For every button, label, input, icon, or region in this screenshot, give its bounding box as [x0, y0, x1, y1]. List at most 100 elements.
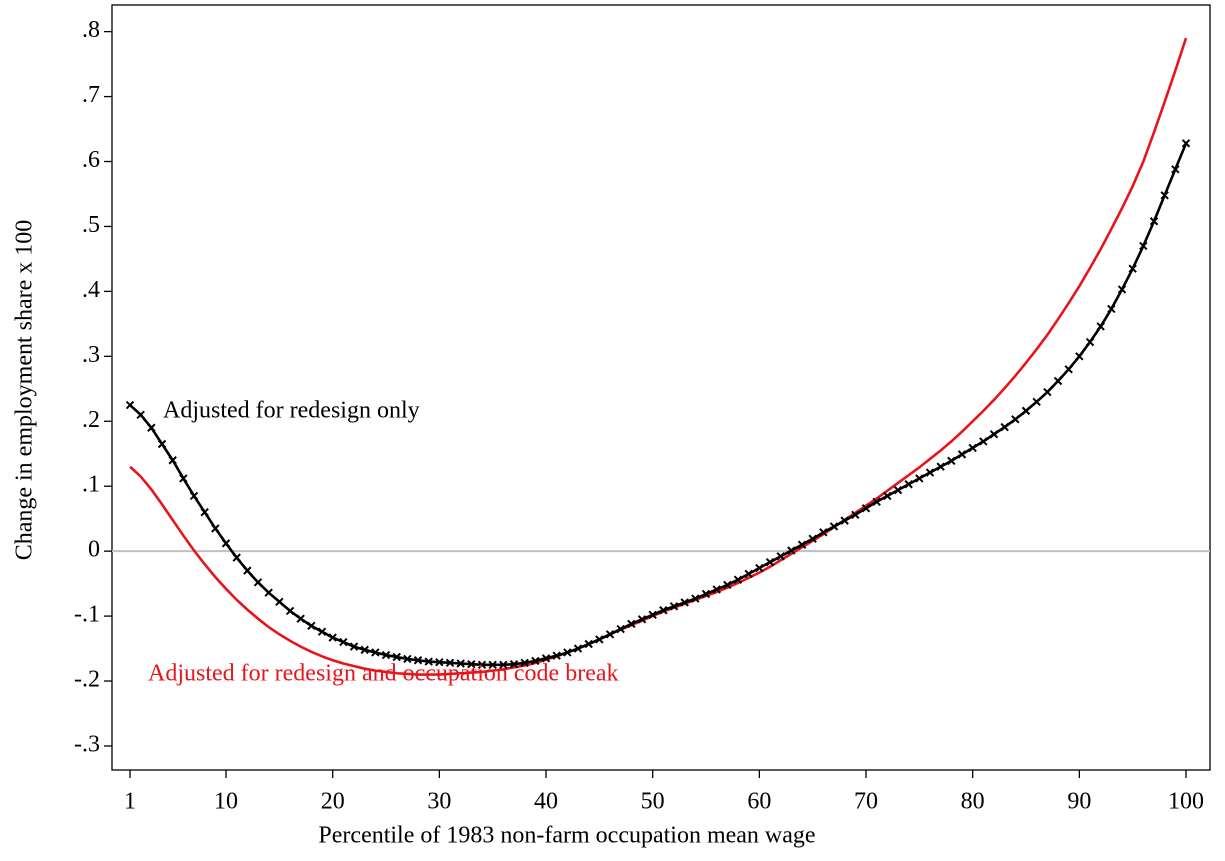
point-marker [1043, 387, 1052, 397]
point-marker [317, 627, 327, 636]
point-marker [264, 588, 273, 597]
point-marker [691, 594, 700, 603]
point-marker [648, 610, 657, 619]
point-marker [499, 660, 508, 670]
point-marker [712, 585, 721, 594]
x-tick-label: 100 [1168, 789, 1204, 815]
point-marker [1181, 139, 1191, 148]
point-marker [403, 654, 412, 664]
x-tick-label: 20 [321, 789, 345, 815]
point-marker [392, 652, 401, 662]
point-marker [563, 648, 572, 657]
point-marker [488, 660, 497, 670]
point-marker [1128, 264, 1137, 273]
y-tick-label: -.1 [74, 602, 100, 628]
point-marker [893, 485, 903, 495]
series-label: Adjusted for redesign only [163, 398, 420, 424]
point-marker [157, 439, 167, 449]
point-marker [680, 598, 689, 607]
point-marker [797, 540, 807, 549]
point-marker [520, 658, 529, 668]
y-tick-label: -.3 [74, 731, 100, 757]
point-marker [413, 656, 423, 665]
point-marker [701, 589, 711, 599]
point-marker [936, 462, 945, 471]
x-tick-label: 10 [214, 789, 238, 815]
point-marker [616, 624, 625, 634]
point-marker [989, 430, 999, 439]
point-marker [1021, 406, 1031, 416]
point-marker [1139, 241, 1148, 251]
point-marker [1053, 376, 1063, 386]
point-marker [776, 552, 785, 561]
point-marker [851, 510, 860, 519]
y-tick-label: .3 [82, 342, 100, 368]
point-marker [584, 639, 593, 649]
point-marker [147, 423, 156, 432]
point-marker [1011, 415, 1020, 424]
y-tick-label: .5 [82, 212, 100, 238]
point-marker [477, 660, 487, 670]
point-marker [872, 497, 881, 507]
point-marker [445, 658, 455, 668]
x-tick-label: 1 [124, 789, 136, 815]
point-marker [189, 491, 199, 501]
point-marker [573, 644, 583, 653]
point-marker [552, 651, 561, 660]
point-marker [349, 642, 359, 651]
x-axis-title: Percentile of 1983 non-farm occupation m… [318, 823, 815, 849]
point-marker [1160, 191, 1169, 200]
point-marker [200, 507, 209, 517]
series-line [129, 37, 1188, 676]
point-marker [904, 480, 913, 489]
y-tick-label: .2 [82, 407, 100, 433]
point-marker [947, 456, 956, 466]
y-tick-label: .8 [82, 17, 100, 43]
point-marker [136, 410, 145, 419]
point-marker [595, 635, 604, 644]
point-marker [968, 443, 977, 453]
point-marker [1075, 352, 1084, 361]
point-marker [531, 656, 540, 666]
point-marker [360, 645, 369, 655]
point-marker [819, 528, 828, 537]
point-marker [1107, 304, 1116, 314]
x-tick-label: 40 [534, 789, 558, 815]
y-tick-label: .4 [82, 277, 100, 303]
point-marker [1171, 165, 1180, 174]
y-tick-label: .7 [82, 82, 100, 108]
point-marker [435, 657, 444, 667]
y-tick-label: 0 [88, 537, 100, 563]
series-line [129, 142, 1188, 667]
point-marker [179, 474, 188, 483]
point-marker [915, 474, 924, 483]
point-marker [755, 563, 764, 573]
point-marker [125, 400, 135, 410]
point-marker [787, 546, 796, 555]
plot-frame [111, 4, 1211, 771]
point-marker [808, 534, 817, 544]
point-marker [328, 633, 337, 642]
point-marker [829, 522, 839, 531]
point-marker [659, 606, 668, 615]
point-marker [456, 659, 465, 668]
point-marker [1000, 422, 1009, 432]
point-marker [1032, 397, 1041, 406]
point-marker [861, 504, 871, 513]
point-marker [509, 659, 519, 669]
point-marker [339, 637, 348, 647]
y-tick-label: .6 [82, 147, 100, 173]
point-marker [307, 621, 316, 631]
point-marker [883, 491, 892, 501]
x-tick-label: 60 [747, 789, 771, 815]
point-marker [925, 468, 935, 477]
series-label: Adjusted for redesign and occupation cod… [148, 661, 619, 687]
point-marker [211, 524, 220, 533]
point-marker [541, 654, 551, 663]
point-marker [733, 575, 743, 584]
point-marker [243, 566, 252, 575]
point-marker [1064, 365, 1073, 374]
x-tick-label: 90 [1067, 789, 1091, 815]
